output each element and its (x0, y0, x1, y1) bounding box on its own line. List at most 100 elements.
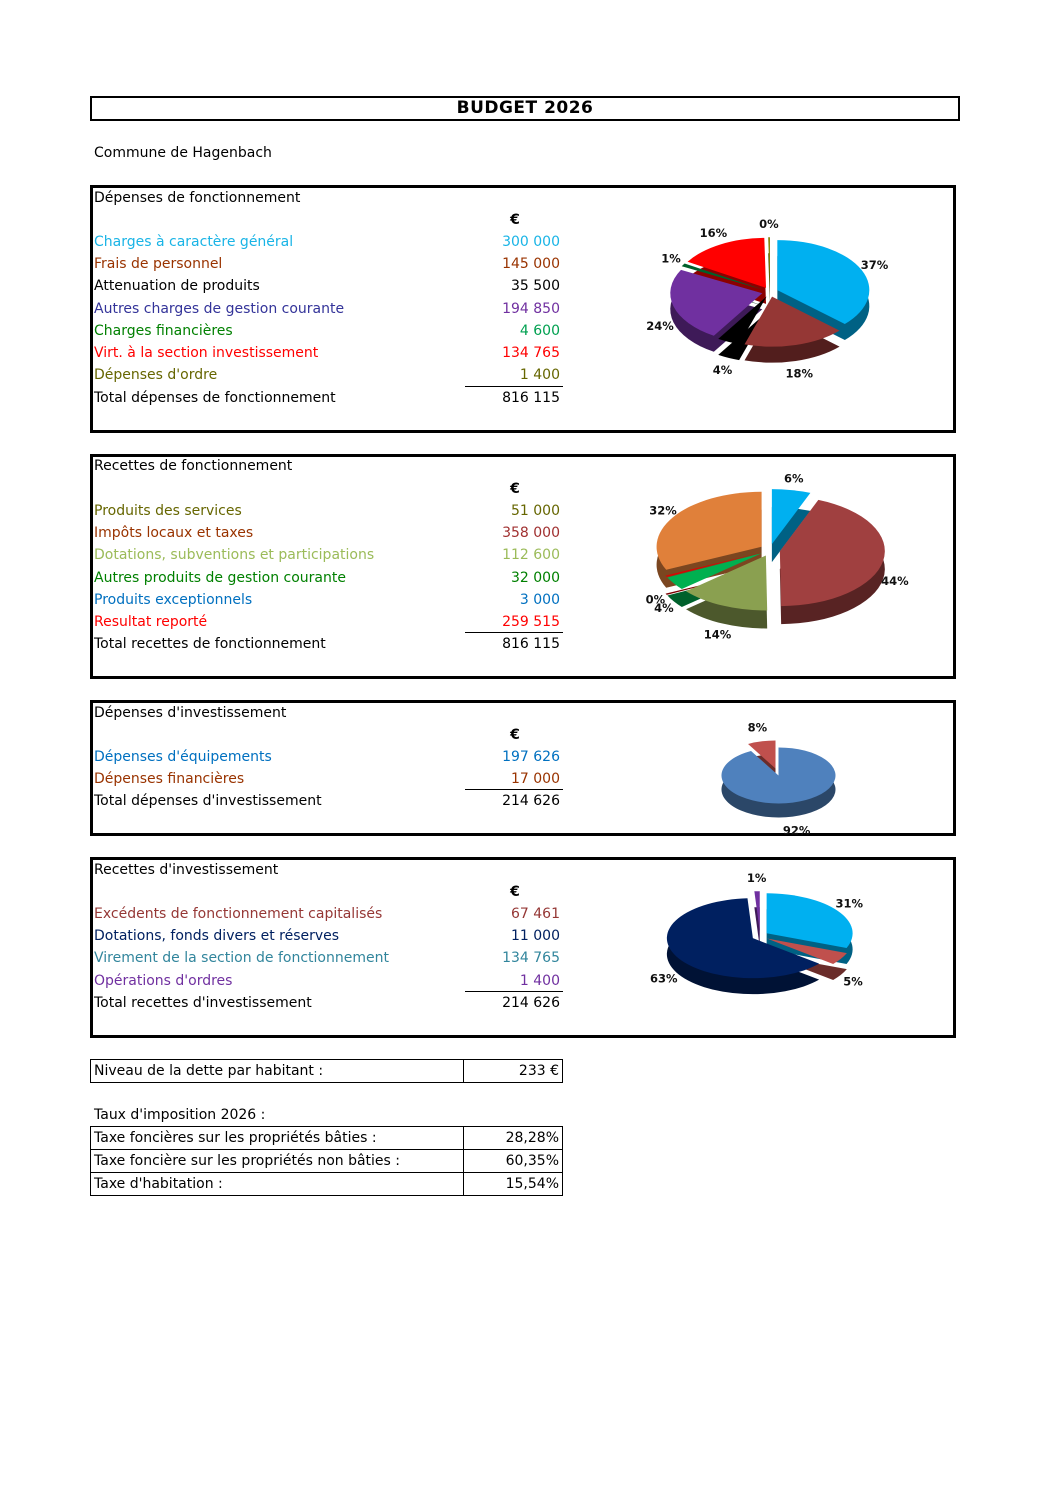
pie-data-label: 37% (861, 258, 889, 272)
tax-label: Taxe foncières sur les propriétés bâties… (90, 1126, 464, 1150)
page-title: BUDGET 2026 (90, 96, 960, 121)
row-value: 4 600 (519, 322, 560, 339)
row-label: Autres charges de gestion courante (94, 300, 345, 317)
total-label: Total recettes d'investissement (94, 995, 312, 1011)
section-heading: Dépenses de fonctionnement (94, 190, 301, 206)
total-label: Total dépenses d'investissement (94, 793, 322, 809)
pie-slice (670, 269, 763, 336)
total-value: 816 115 (502, 390, 560, 406)
row-label: Produits des services (94, 503, 242, 519)
pie-chart: 37% 18% 4% 24% 1% 16% 0% (646, 217, 888, 381)
tax-table: Taxe foncières sur les propriétés bâties… (90, 1126, 563, 1196)
pie-slice (766, 893, 853, 949)
pie-data-label: 8% (748, 720, 768, 734)
row-value: 300 000 (502, 234, 560, 250)
row-label: Dotations, subventions et participations (94, 547, 375, 564)
total-rule (465, 386, 563, 387)
pie-data-label: 1% (747, 871, 767, 885)
section-heading: Recettes d'investissement (94, 862, 279, 878)
pie-data-label: 0% (646, 592, 666, 606)
row-label: Dépenses d'équipements (94, 749, 272, 765)
pie-slice (768, 237, 770, 288)
row-label: Virt. à la section investissement (94, 345, 319, 361)
debt-table: Niveau de la dette par habitant : 233 € (90, 1059, 563, 1083)
row-label: Attenuation de produits (94, 278, 260, 295)
section-heading: Recettes de fonctionnement (94, 458, 293, 474)
row-label: Impôts locaux et taxes (94, 525, 254, 542)
row-label: Resultat reporté (94, 614, 208, 630)
total-rule (465, 991, 563, 992)
pie-data-label: 5% (843, 975, 863, 989)
row-value: 32 000 (511, 569, 560, 586)
row-value: 1 400 (519, 367, 560, 384)
total-value: 816 115 (502, 636, 560, 652)
pie-slice (656, 491, 762, 570)
pie-slice (779, 499, 885, 607)
tax-heading: Taux d'imposition 2026 : (94, 1107, 266, 1123)
row-label: Produits exceptionnels (94, 591, 253, 608)
row-value: 134 765 (502, 345, 560, 361)
section-depenses-fonctionnement (90, 185, 956, 433)
pie-data-label: 4% (713, 363, 733, 377)
row-label: Dotations, fonds divers et réserves (94, 928, 340, 945)
pie-data-label: 92% (783, 824, 811, 838)
pie-data-label: 24% (646, 319, 674, 333)
pie-data-label: 14% (704, 627, 732, 641)
tax-label: Taxe foncière sur les propriétés non bât… (90, 1149, 464, 1173)
tax-label: Taxe d'habitation : (90, 1172, 464, 1196)
row-label: Autres produits de gestion courante (94, 569, 346, 586)
pie-slice (771, 489, 811, 545)
pie-data-label: 44% (881, 574, 909, 588)
tax-value: 15,54% (463, 1172, 563, 1196)
row-label: Excédents de fonctionnement capitalisés (94, 906, 383, 922)
debt-label: Niveau de la dette par habitant : (90, 1059, 464, 1083)
row-label: Virement de la section de fonctionnement (94, 950, 389, 967)
row-label: Dépenses d'ordre (94, 367, 218, 384)
row-value: 1 400 (519, 972, 560, 989)
pie-slice (681, 263, 764, 290)
tax-row: Taxe d'habitation :15,54% (90, 1172, 563, 1196)
tax-value: 28,28% (463, 1126, 563, 1150)
row-label: Opérations d'ordres (94, 972, 233, 989)
row-value: 67 461 (511, 906, 560, 922)
row-label: Charges financières (94, 322, 233, 339)
section-recettes-investissement (90, 857, 956, 1038)
commune-name: Commune de Hagenbach (94, 145, 272, 161)
pie-slice (686, 555, 768, 611)
pie-slice (744, 296, 840, 347)
row-label: Charges à caractère général (94, 234, 294, 250)
pie-slice (718, 296, 767, 345)
row-value: 112 600 (502, 547, 560, 564)
row-label: Frais de personnel (94, 256, 223, 273)
row-value: 145 000 (502, 256, 560, 273)
currency-header: € (510, 212, 520, 228)
tax-row: Taxe foncières sur les propriétés bâties… (90, 1126, 563, 1150)
row-value: 17 000 (511, 771, 560, 788)
total-label: Total dépenses de fonctionnement (94, 390, 336, 406)
total-label: Total recettes de fonctionnement (94, 636, 326, 652)
currency-header: € (510, 727, 520, 743)
section-depenses-investissement (90, 700, 956, 836)
pie-data-label: 63% (650, 971, 678, 985)
currency-header: € (510, 884, 520, 900)
pie-data-label: 6% (784, 471, 804, 485)
row-value: 358 000 (502, 525, 560, 542)
total-value: 214 626 (502, 995, 560, 1011)
pie-slice (754, 891, 760, 932)
currency-header: € (510, 481, 520, 497)
pie-chart: 31% 5% 63% 1% (650, 871, 864, 995)
pie-slice (766, 938, 847, 964)
pie-slice (687, 237, 767, 288)
row-value: 11 000 (511, 928, 560, 945)
pie-slice (667, 553, 762, 590)
row-value: 194 850 (502, 300, 560, 317)
pie-data-label: 31% (836, 896, 864, 910)
tax-row: Taxe foncière sur les propriétés non bât… (90, 1149, 563, 1173)
pie-data-label: 32% (649, 504, 677, 518)
section-heading: Dépenses d'investissement (94, 705, 287, 721)
pie-slice (666, 898, 820, 979)
pie-slice (721, 747, 836, 804)
pie-data-label: 4% (654, 601, 674, 615)
row-value: 3 000 (519, 591, 560, 608)
